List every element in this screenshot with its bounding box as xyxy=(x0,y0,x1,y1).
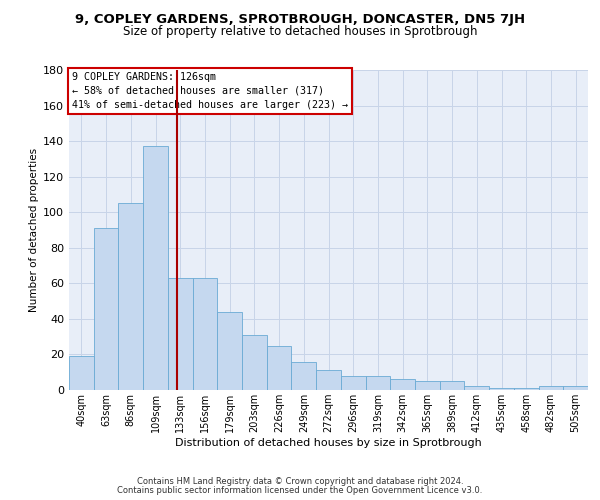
X-axis label: Distribution of detached houses by size in Sprotbrough: Distribution of detached houses by size … xyxy=(175,438,482,448)
Bar xyxy=(341,376,365,390)
Bar xyxy=(217,312,242,390)
Bar xyxy=(440,381,464,390)
Bar xyxy=(69,356,94,390)
Bar xyxy=(539,386,563,390)
Bar xyxy=(365,376,390,390)
Text: Size of property relative to detached houses in Sprotbrough: Size of property relative to detached ho… xyxy=(123,25,477,38)
Bar xyxy=(94,228,118,390)
Bar xyxy=(143,146,168,390)
Bar xyxy=(193,278,217,390)
Bar xyxy=(563,386,588,390)
Text: 9 COPLEY GARDENS: 126sqm
← 58% of detached houses are smaller (317)
41% of semi-: 9 COPLEY GARDENS: 126sqm ← 58% of detach… xyxy=(71,72,347,110)
Text: Contains HM Land Registry data © Crown copyright and database right 2024.: Contains HM Land Registry data © Crown c… xyxy=(137,477,463,486)
Bar xyxy=(514,388,539,390)
Text: Contains public sector information licensed under the Open Government Licence v3: Contains public sector information licen… xyxy=(118,486,482,495)
Y-axis label: Number of detached properties: Number of detached properties xyxy=(29,148,39,312)
Bar xyxy=(242,335,267,390)
Bar xyxy=(168,278,193,390)
Bar xyxy=(118,204,143,390)
Text: 9, COPLEY GARDENS, SPROTBROUGH, DONCASTER, DN5 7JH: 9, COPLEY GARDENS, SPROTBROUGH, DONCASTE… xyxy=(75,12,525,26)
Bar xyxy=(464,386,489,390)
Bar xyxy=(267,346,292,390)
Bar xyxy=(415,381,440,390)
Bar xyxy=(316,370,341,390)
Bar xyxy=(292,362,316,390)
Bar xyxy=(489,388,514,390)
Bar xyxy=(390,380,415,390)
